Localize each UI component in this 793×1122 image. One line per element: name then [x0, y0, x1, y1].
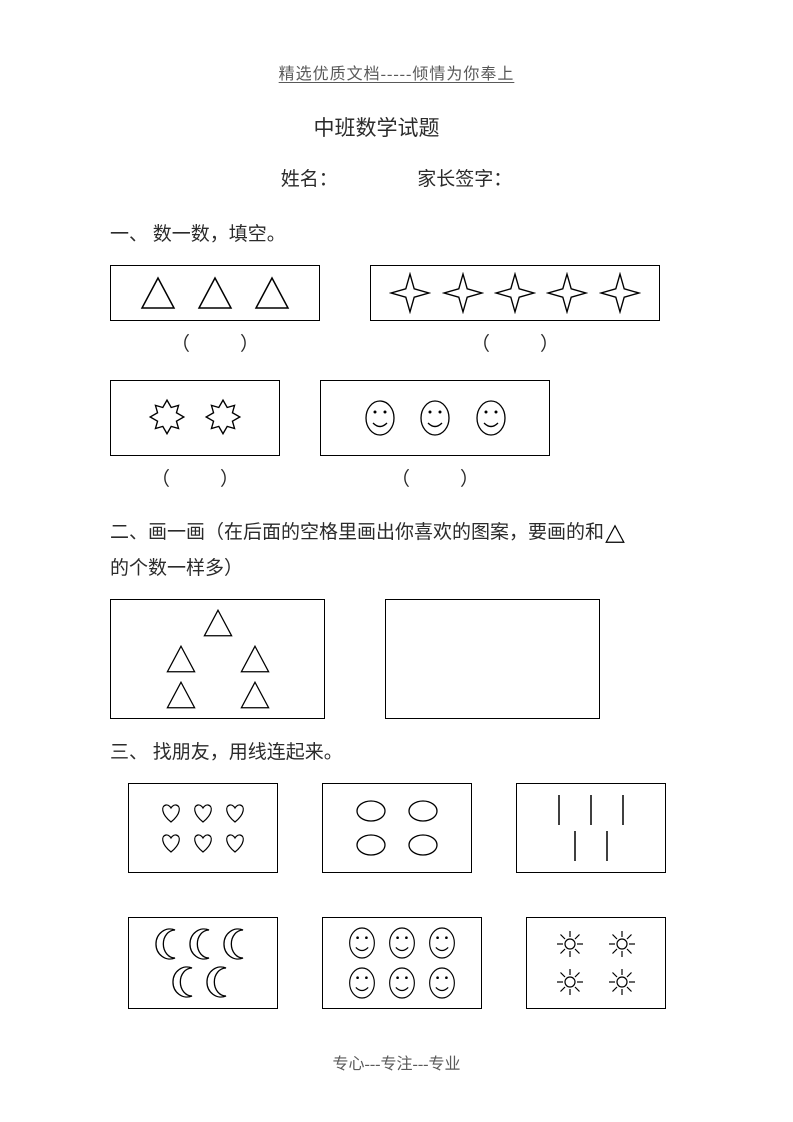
triangle-icon [252, 273, 292, 313]
q2-row [110, 599, 683, 719]
heart-icon [159, 832, 183, 854]
smiley-icon [387, 965, 417, 1001]
smiley-icon [427, 965, 457, 1001]
q3-row1 [128, 783, 683, 873]
line-icon [621, 795, 625, 825]
sun-icon [555, 929, 585, 959]
star4-icon [599, 272, 641, 314]
answer-blank[interactable]: （） [110, 329, 320, 356]
oval-icon [354, 799, 388, 823]
smiley-icon [363, 398, 397, 438]
heart-icon [191, 832, 215, 854]
q1-box-stars4: （） [370, 265, 660, 374]
q3-box-suns[interactable] [526, 917, 666, 1009]
q1-box-smileys: （） [320, 380, 550, 509]
q1-row1: （） （） [110, 265, 683, 374]
header-watermark: 精选优质文档-----倾情为你奉上 [110, 60, 683, 84]
answer-blank[interactable]: （） [110, 464, 280, 491]
oval-icon [406, 833, 440, 857]
line-icon [573, 831, 577, 861]
sun-icon [607, 967, 637, 997]
star8-icon [202, 397, 244, 439]
q2-box-empty[interactable] [385, 599, 600, 719]
triangle-icon [195, 273, 235, 313]
footer-watermark: 专心---专注---专业 [0, 1050, 793, 1074]
line-icon [589, 795, 593, 825]
smiley-icon [427, 925, 457, 961]
answer-blank[interactable]: （） [370, 329, 660, 356]
triangle-icon [200, 606, 236, 640]
star4-icon [546, 272, 588, 314]
sun-icon [607, 929, 637, 959]
q3-box-moons[interactable] [128, 917, 278, 1009]
triangle-icon [237, 678, 273, 712]
smiley-icon [387, 925, 417, 961]
star4-icon [389, 272, 431, 314]
smiley-icon [474, 398, 508, 438]
section-3-heading: 三、 找朋友，用线连起来。 [110, 735, 683, 771]
smiley-icon [418, 398, 452, 438]
oval-icon [406, 799, 440, 823]
q3-box-smileys[interactable] [322, 917, 482, 1009]
answer-blank[interactable]: （） [320, 464, 550, 491]
section-2-text-b: 的个数一样多） [110, 558, 243, 579]
q3-row2 [128, 917, 683, 1009]
smiley-icon [347, 965, 377, 1001]
moon-icon [189, 927, 217, 961]
moon-icon [206, 965, 234, 999]
triangle-icon [138, 273, 178, 313]
q2-box-triangles [110, 599, 325, 719]
line-icon [605, 831, 609, 861]
heart-icon [191, 802, 215, 824]
q1-row2: （） （） [110, 380, 683, 509]
section-2-heading: 二、画一画（在后面的空格里画出你喜欢的图案，要画的和 的个数一样多） [110, 515, 683, 587]
star8-icon [146, 397, 188, 439]
star4-icon [494, 272, 536, 314]
line-icon [557, 795, 561, 825]
heart-icon [159, 802, 183, 824]
q3-box-hearts[interactable] [128, 783, 278, 873]
q1-box-triangles: （） [110, 265, 320, 374]
moon-icon [223, 927, 251, 961]
triangle-icon [237, 642, 273, 676]
section-1-heading: 一、 数一数，填空。 [110, 217, 683, 253]
moon-icon [155, 927, 183, 961]
moon-icon [172, 965, 200, 999]
heart-icon [223, 832, 247, 854]
star4-icon [442, 272, 484, 314]
heart-icon [223, 802, 247, 824]
sun-icon [555, 967, 585, 997]
smiley-icon [347, 925, 377, 961]
q3-box-ovals[interactable] [322, 783, 472, 873]
q3-box-lines[interactable] [516, 783, 666, 873]
triangle-icon [604, 523, 626, 545]
section-2-text-a: 二、画一画（在后面的空格里画出你喜欢的图案，要画的和 [110, 522, 604, 543]
parent-sign-label: 家长签字： [417, 169, 512, 190]
oval-icon [354, 833, 388, 857]
name-signature-line: 姓名： 家长签字： [110, 164, 683, 191]
triangle-icon [163, 678, 199, 712]
page-title: 中班数学试题 [70, 112, 683, 142]
q1-box-stars8: （） [110, 380, 280, 509]
triangle-icon [163, 642, 199, 676]
name-label: 姓名： [281, 169, 338, 190]
